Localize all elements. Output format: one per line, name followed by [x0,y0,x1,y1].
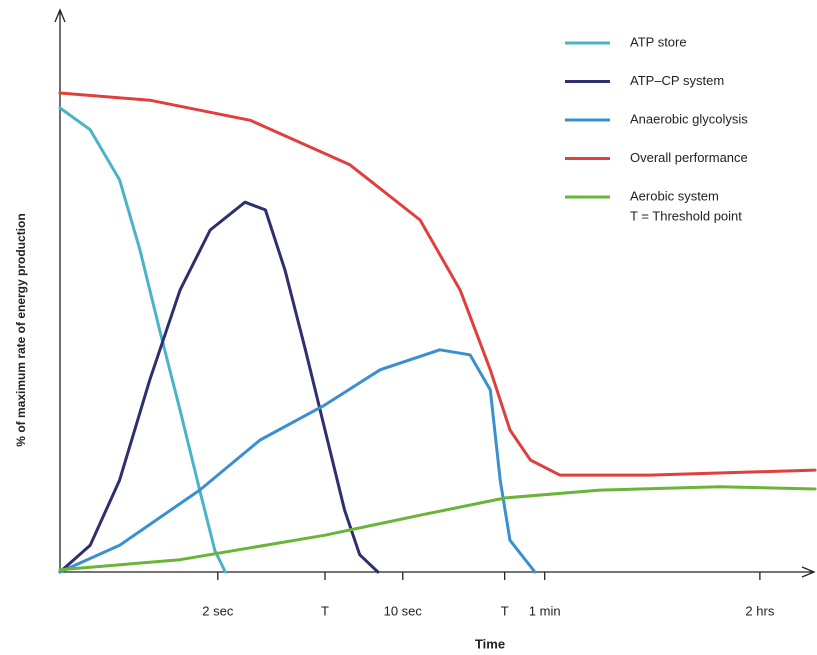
x-tick-label: 2 hrs [745,603,774,618]
x-tick-label: 1 min [529,603,561,618]
x-tick-label: 2 sec [202,603,234,618]
x-tick-label: 10 sec [384,603,423,618]
y-axis-label: % of maximum rate of energy production [14,213,28,446]
series-line [58,91,817,477]
legend-label: Aerobic system [630,188,719,203]
y-axis [54,8,66,572]
legend-label: Anaerobic glycolysis [630,111,748,126]
legend-label: ATP store [630,34,687,49]
x-tick-label: T [501,603,509,618]
series-line [58,106,227,574]
x-tick-label: T [321,603,329,618]
legend-label: ATP–CP system [630,73,724,88]
x-axis-label: Time [475,636,505,651]
series-line [58,485,817,572]
legend-label: Overall performance [630,150,748,165]
series-line [58,348,537,574]
x-axis [60,566,816,578]
note: T = Threshold point [630,208,742,223]
series-line [58,200,380,574]
